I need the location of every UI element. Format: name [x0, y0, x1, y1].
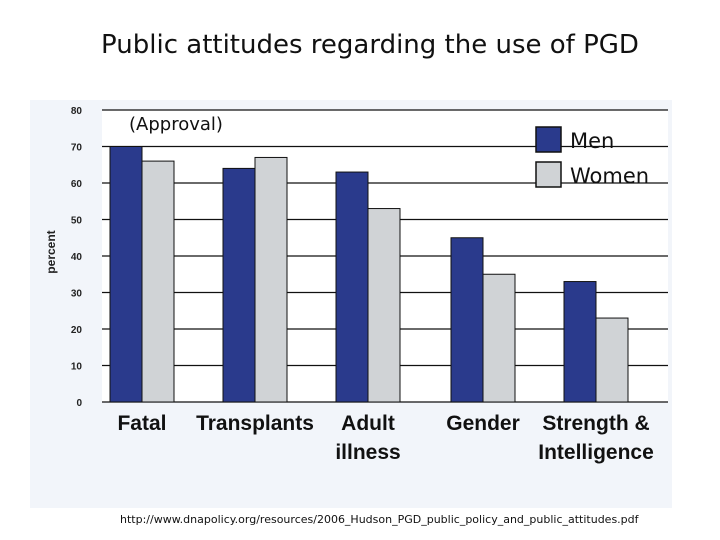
bar-men	[563, 281, 597, 403]
bar-chart: 0 10 20 30 40 50 60 70 80 percent (Approval) Fatal T…	[44, 106, 668, 464]
bar-women	[595, 317, 629, 403]
category-label: Adult	[341, 412, 395, 435]
legend-label-men: Men	[570, 129, 614, 153]
category-label: Gender	[446, 412, 520, 435]
bar-men	[335, 171, 369, 403]
category-label: Intelligence	[538, 441, 654, 464]
bar-women	[254, 156, 288, 403]
category-label: Transplants	[196, 412, 314, 435]
bar-men	[109, 146, 143, 403]
y-tick-label: 20	[71, 325, 83, 336]
y-tick-label: 60	[71, 179, 83, 190]
bar-women	[482, 273, 516, 403]
y-tick-label: 50	[71, 216, 83, 227]
chart-panel: 0 10 20 30 40 50 60 70 80 percent (Approval) Fatal T…	[30, 100, 672, 508]
y-tick-label: 80	[71, 106, 83, 117]
bar-men	[450, 237, 484, 403]
legend-swatch-women	[535, 161, 562, 188]
legend-label-women: Women	[570, 164, 649, 188]
bar-women	[367, 208, 401, 403]
y-tick-label: 30	[71, 289, 83, 300]
category-label: Fatal	[117, 412, 166, 435]
category-label: Strength &	[542, 412, 649, 435]
y-tick-label: 70	[71, 143, 83, 154]
bar-women	[141, 160, 175, 403]
legend-swatch-men	[535, 126, 562, 153]
y-axis-label: percent	[44, 230, 58, 273]
category-label: illness	[335, 441, 400, 464]
y-tick-label: 10	[71, 362, 83, 373]
chart-subtitle: (Approval)	[129, 114, 223, 135]
slide-title: Public attitudes regarding the use of PG…	[101, 30, 639, 60]
bar-men	[222, 167, 256, 403]
y-tick-label: 40	[71, 252, 83, 263]
y-tick-label: 0	[76, 398, 82, 409]
source-url: http://www.dnapolicy.org/resources/2006_…	[120, 513, 639, 526]
